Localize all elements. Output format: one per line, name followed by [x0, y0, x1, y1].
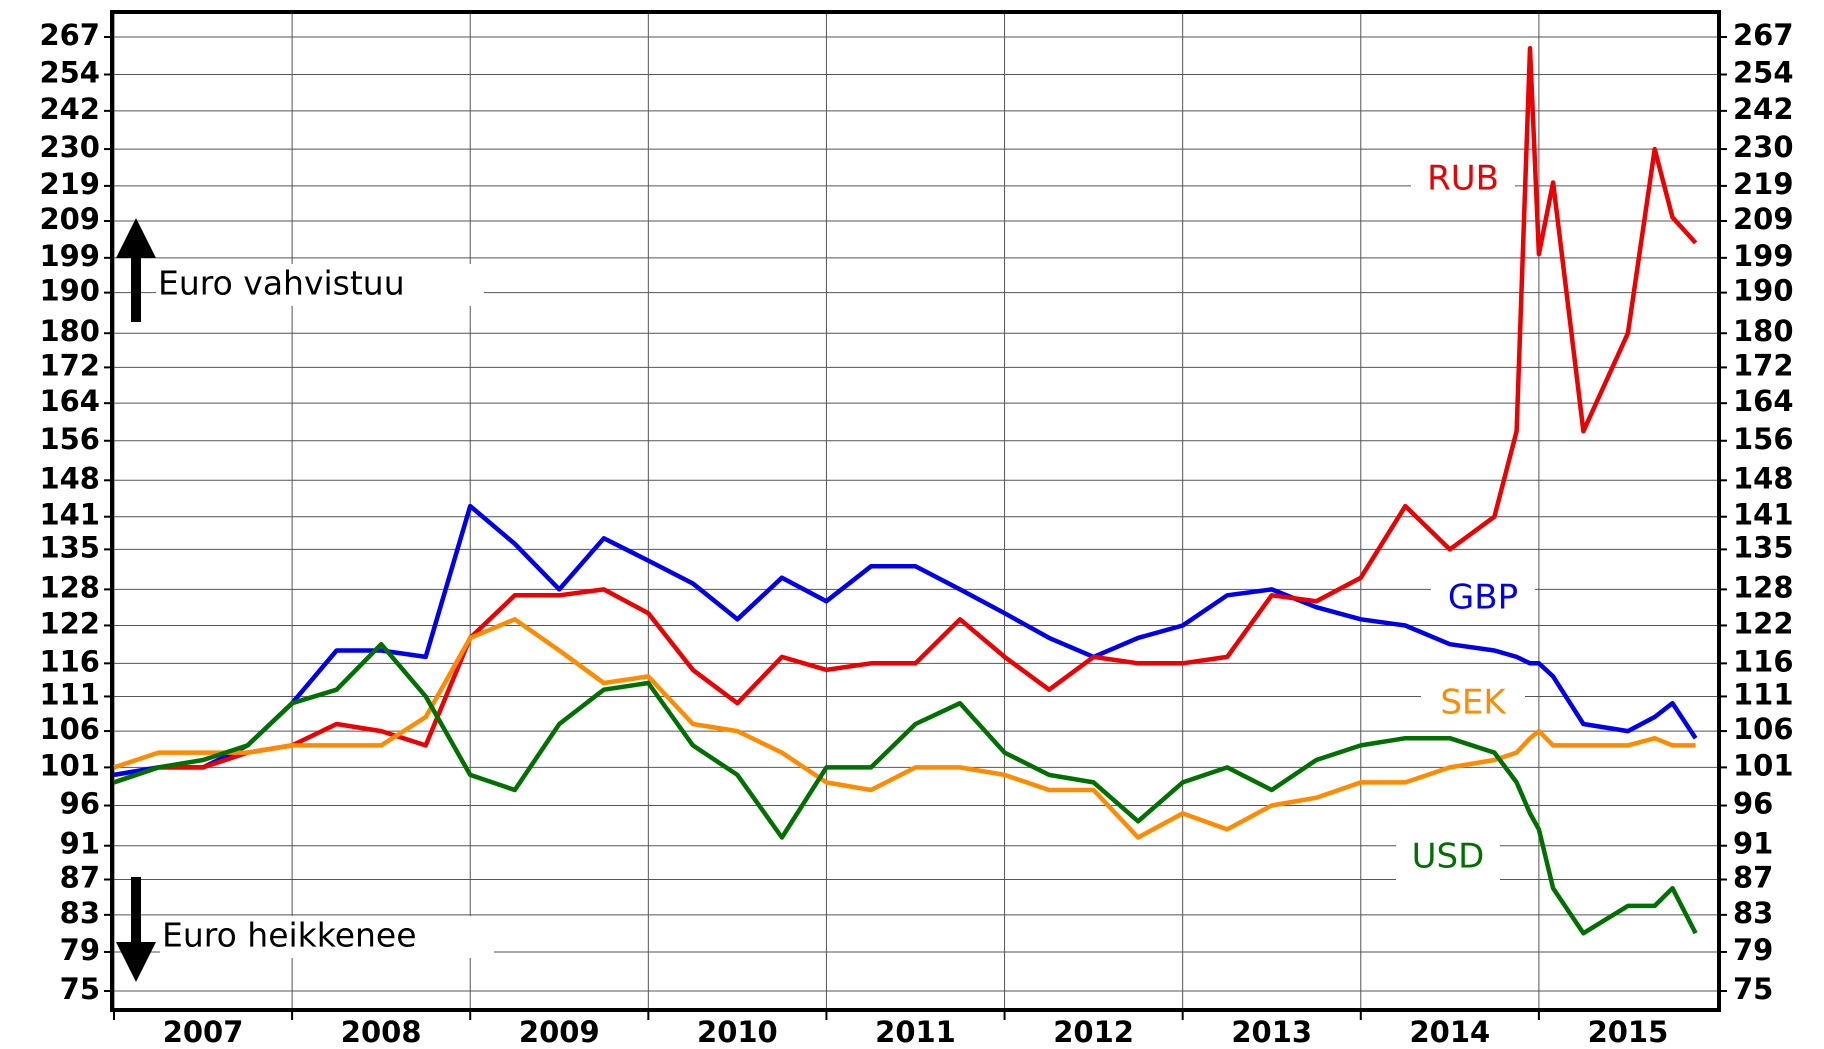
- y-tick-label: 190: [39, 274, 100, 308]
- x-tick-label: 2014: [1409, 1015, 1490, 1049]
- x-tick-label: 2011: [875, 1015, 956, 1049]
- y2-tick-label: 190: [1733, 274, 1794, 308]
- y2-tick-label: 209: [1733, 202, 1794, 236]
- y-tick-label: 230: [39, 130, 100, 164]
- annotation: Euro heikkenee: [162, 916, 417, 955]
- y-tick-label: 75: [60, 972, 100, 1006]
- y2-tick-label: 242: [1733, 92, 1794, 126]
- y-tick-label: 101: [39, 748, 100, 782]
- label-background: [156, 264, 484, 306]
- y-tick-label: 122: [39, 606, 100, 640]
- y-tick-label: 83: [60, 896, 100, 930]
- y-tick-label: 199: [39, 239, 100, 273]
- plot-frame: [110, 10, 1721, 1012]
- label-background: [1431, 577, 1535, 621]
- y-tick-label: 156: [39, 422, 100, 456]
- y2-tick-label: 111: [1733, 677, 1794, 711]
- y2-tick-label: 230: [1733, 130, 1794, 164]
- y2-tick-label: 267: [1733, 18, 1794, 52]
- series-line: [113, 641, 1698, 936]
- x-tick-label: 2010: [697, 1015, 778, 1049]
- x-tick-label: 2015: [1588, 1015, 1669, 1049]
- y-tick-label: 116: [39, 644, 100, 678]
- series-line: [113, 617, 1696, 840]
- y-tick-label: 87: [60, 860, 100, 894]
- y-tick-label: 267: [39, 18, 100, 52]
- y-tick-label: 209: [39, 202, 100, 236]
- y2-tick-label: 180: [1733, 314, 1794, 348]
- series-line: [113, 503, 1698, 778]
- y2-tick-label: 254: [1733, 56, 1794, 90]
- label-background: [1396, 836, 1500, 880]
- y-tick-label: 180: [39, 314, 100, 348]
- y2-tick-label: 96: [1733, 787, 1773, 821]
- y2-tick-label: 199: [1733, 239, 1794, 273]
- x-tick-label: 2007: [163, 1015, 244, 1049]
- series-label: USD: [1412, 837, 1485, 877]
- y-tick-label: 111: [39, 677, 100, 711]
- series-label: SEK: [1440, 683, 1507, 723]
- y-tick-label: 128: [39, 570, 100, 604]
- x-tick-label: 2008: [341, 1015, 422, 1049]
- y2-tick-label: 135: [1733, 530, 1794, 564]
- label-background: [160, 916, 494, 958]
- series-label: GBP: [1448, 578, 1518, 618]
- y2-tick-label: 91: [1733, 827, 1773, 861]
- y2-tick-label: 106: [1733, 712, 1794, 746]
- y2-tick-label: 148: [1733, 461, 1794, 495]
- label-background: [1411, 158, 1515, 202]
- y2-tick-label: 87: [1733, 860, 1773, 894]
- x-tick-label: 2013: [1231, 1015, 1312, 1049]
- y-tick-label: 148: [39, 461, 100, 495]
- y-tick-label: 254: [39, 56, 100, 90]
- y-tick-label: 135: [39, 530, 100, 564]
- y-tick-label: 219: [39, 167, 100, 201]
- y-tick-label: 79: [60, 933, 100, 967]
- x-tick-label: 2012: [1053, 1015, 1134, 1049]
- y2-tick-label: 128: [1733, 570, 1794, 604]
- y-tick-label: 106: [39, 712, 100, 746]
- y2-tick-label: 79: [1733, 933, 1773, 967]
- y2-tick-label: 83: [1733, 896, 1773, 930]
- y-tick-label: 172: [39, 348, 100, 382]
- y2-tick-label: 116: [1733, 644, 1794, 678]
- x-tick-label: 2009: [519, 1015, 600, 1049]
- y2-tick-label: 172: [1733, 348, 1794, 382]
- y2-tick-label: 122: [1733, 606, 1794, 640]
- y-tick-label: 164: [39, 384, 100, 418]
- y2-tick-label: 156: [1733, 422, 1794, 456]
- annotation: Euro vahvistuu: [158, 264, 405, 303]
- y-tick-label: 141: [39, 498, 100, 532]
- label-background: [1421, 682, 1525, 726]
- y-tick-label: 96: [60, 787, 100, 821]
- y2-tick-label: 219: [1733, 167, 1794, 201]
- series-line: [113, 46, 1698, 785]
- y2-tick-label: 101: [1733, 748, 1794, 782]
- y2-tick-label: 141: [1733, 498, 1794, 532]
- y-tick-label: 242: [39, 92, 100, 126]
- y2-tick-label: 75: [1733, 972, 1773, 1006]
- series-label: RUB: [1427, 159, 1499, 199]
- y-tick-label: 91: [60, 827, 100, 861]
- y2-tick-label: 164: [1733, 384, 1794, 418]
